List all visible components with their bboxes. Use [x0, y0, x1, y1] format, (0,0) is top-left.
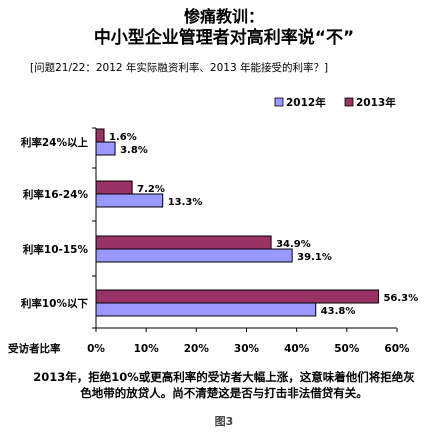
- legend-swatch: [344, 97, 354, 107]
- legend-label: 2013年: [356, 96, 396, 109]
- bar: [95, 128, 105, 143]
- x-tick-label: 0%: [87, 343, 105, 355]
- survey-question: [问题21/22：2012 年实际融资利率、2013 年能接受的利率？]: [30, 62, 329, 74]
- bar: [95, 302, 317, 317]
- data-label: 7.2%: [137, 184, 165, 195]
- x-tick-label: 30%: [234, 343, 260, 355]
- bar: [95, 180, 133, 195]
- x-tick-label: 50%: [334, 343, 360, 355]
- category-label: 利率16-24%: [23, 188, 89, 201]
- chart-caption: 2013年，拒绝10%或更高利率的受访者大幅上涨，这意味着他们将拒绝灰 色地带的…: [0, 369, 448, 401]
- caption-line-1: 2013年，拒绝10%或更高利率的受访者大幅上涨，这意味着他们将拒绝灰: [33, 370, 415, 384]
- category-label: 利率10-15%: [23, 243, 89, 256]
- bar: [95, 248, 293, 263]
- chart-title-line1: 惨痛教训：: [183, 7, 264, 26]
- x-tick-label: 10%: [134, 343, 160, 355]
- category-label: 利率10%以下: [21, 297, 89, 310]
- x-tick-label: 20%: [184, 343, 210, 355]
- data-label: 1.6%: [109, 132, 137, 143]
- data-label: 56.3%: [383, 293, 418, 304]
- data-label: 34.9%: [276, 239, 311, 250]
- figure-label: 图3: [214, 415, 234, 428]
- legend-label: 2012年: [286, 96, 326, 109]
- bar: [95, 193, 164, 208]
- bar: [95, 235, 272, 250]
- legend-swatch: [274, 97, 284, 107]
- category-label: 利率24%以上: [21, 136, 89, 149]
- chart-title-line2: 中小型企业管理者对高利率说“不”: [93, 28, 355, 48]
- data-label: 13.3%: [168, 197, 203, 208]
- x-tick-label: 40%: [284, 343, 310, 355]
- bar: [95, 141, 116, 156]
- data-label: 43.8%: [321, 306, 356, 317]
- x-axis-label: 受访者比率: [8, 342, 61, 355]
- data-label: 3.8%: [120, 145, 148, 156]
- bar: [95, 289, 379, 304]
- data-label: 39.1%: [297, 252, 332, 263]
- x-tick-label: 60%: [384, 343, 410, 355]
- caption-line-2: 色地带的放贷人。尚不清楚这是否与打击非法借贷有关。: [80, 386, 368, 400]
